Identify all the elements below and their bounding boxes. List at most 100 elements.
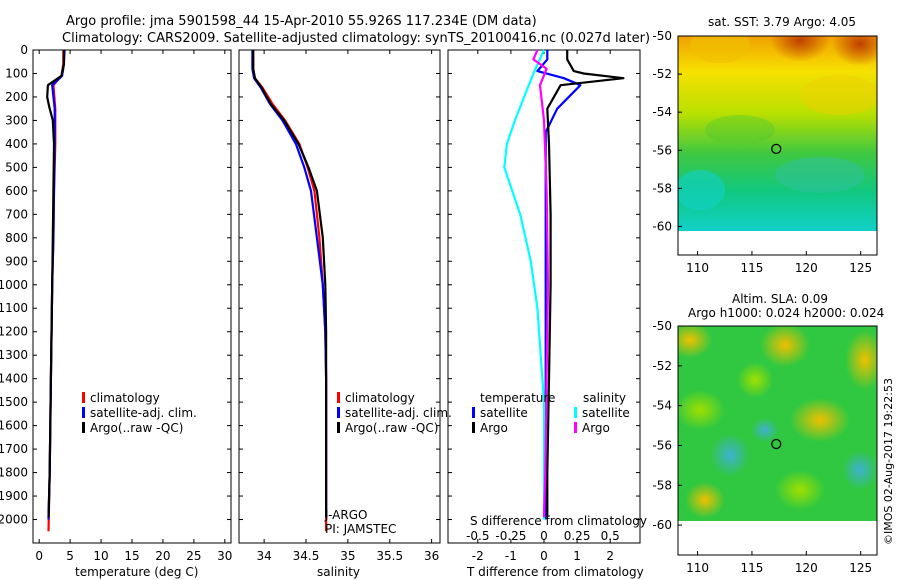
depth-tick-label: 400 [5, 137, 28, 151]
legend-argo-raw: Argo(..raw -QC) [90, 421, 184, 435]
sla-argo-location-marker [771, 438, 782, 450]
legend-argo-raw: Argo(..raw -QC) [345, 421, 439, 435]
depth-tick-label: 600 [5, 184, 28, 198]
sst-map-ytick-label: -50 [652, 29, 672, 43]
sst-map-ytick-label: -56 [652, 143, 672, 157]
sla-map-title-1: Altim. SLA: 0.09 [732, 292, 829, 306]
temperature-xtick-label: 20 [155, 549, 170, 563]
depth-tick-label: 300 [5, 113, 28, 127]
depth-tick-label: 500 [5, 160, 28, 174]
sla-map-xtick-label: 115 [740, 561, 763, 575]
sst-argo-location-marker [771, 143, 782, 155]
difference-axis-label: T difference from climatology [467, 565, 644, 579]
legend-s-satellite: satellite [582, 406, 630, 420]
temperature-xtick-label: 5 [66, 549, 74, 563]
temperature-xtick-label: 0 [35, 549, 43, 563]
legend-t-argo-swatch [472, 422, 475, 433]
sla-map-ytick-label: -50 [652, 319, 672, 333]
sla-map [678, 326, 877, 521]
legend-climatology: climatology [345, 391, 415, 405]
difference-xtick-label: 1 [573, 549, 581, 563]
salinity-xtick-label: 35 [340, 549, 355, 563]
sst-map-ytick-label: -54 [652, 105, 672, 119]
salinity-xtick-label: 34.5 [293, 549, 320, 563]
sst-map-xtick-label: 115 [740, 261, 763, 275]
sst-map-nodata [678, 231, 877, 255]
depth-tick-label: 1600 [0, 419, 28, 433]
difference-series-salinity-argo [532, 49, 550, 518]
sst-map-xtick-label: 125 [849, 261, 872, 275]
depth-tick-label: 1100 [0, 301, 28, 315]
sla-map-title-2: Argo h1000: 0.024 h2000: 0.024 [688, 306, 885, 320]
difference-top-axis-label: S difference from climatology [470, 514, 647, 528]
legend-climatology-swatch [82, 392, 85, 403]
legend-climatology-swatch [337, 392, 340, 403]
temperature-xtick-label: 25 [186, 549, 201, 563]
difference-series-salinity-satellite [503, 49, 546, 520]
depth-tick-label: 700 [5, 207, 28, 221]
sla-map-ytick-label: -52 [652, 359, 672, 373]
salinity-frame [238, 49, 441, 544]
difference-xtick-label: 2 [606, 549, 614, 563]
legend-satellite-adj: satellite-adj. clim. [345, 406, 452, 420]
sst-map [678, 36, 877, 231]
sst-map-frame [677, 35, 878, 256]
temperature-frame [32, 49, 232, 544]
sla-map-ytick-label: -56 [652, 438, 672, 452]
difference-xtick-label: -1 [505, 549, 517, 563]
title-line-1: Argo profile: jma 5901598_44 15-Apr-2010… [66, 14, 537, 29]
temperature-axis-label: temperature (deg C) [75, 565, 199, 579]
legend-climatology: climatology [90, 391, 160, 405]
depth-tick-label: 1000 [0, 278, 28, 292]
sst-map-title: sat. SST: 3.79 Argo: 4.05 [708, 15, 857, 29]
depth-tick-label: 0 [20, 43, 28, 57]
depth-tick-label: 1300 [0, 348, 28, 362]
sla-map-ytick-label: -60 [652, 518, 672, 532]
legend-argo-swatch [337, 422, 340, 433]
difference-top-tick-label: 0.5 [601, 529, 620, 543]
legend-t-satellite-swatch [472, 407, 475, 418]
depth-tick-label: 200 [5, 90, 28, 104]
temperature-series-argo [46, 50, 66, 518]
sst-map-ytick-label: -60 [652, 219, 672, 233]
temperature-xtick-label: 30 [217, 549, 232, 563]
legend-s-argo: Argo [582, 421, 610, 435]
difference-top-tick-label: -0.5 [466, 529, 489, 543]
program-label: J-ARGO [325, 508, 368, 522]
salinity-series-satellite-adj-clim- [251, 50, 328, 518]
difference-series-temperature-argo [546, 50, 625, 518]
legend-argo-swatch [82, 422, 85, 433]
sst-map-ytick-label: -58 [652, 181, 672, 195]
difference-xtick-label: -2 [472, 549, 484, 563]
salinity-xtick-label: 35.5 [376, 549, 403, 563]
depth-tick-label: 1700 [0, 442, 28, 456]
legend-s-satellite-swatch [574, 407, 577, 418]
temperature-xtick-label: 10 [93, 549, 108, 563]
depth-tick-label: 2000 [0, 513, 28, 527]
salinity-xtick-label: 34 [256, 549, 271, 563]
depth-tick-label: 800 [5, 231, 28, 245]
depth-tick-label: 1800 [0, 466, 28, 480]
title-line-2: Climatology: CARS2009. Satellite-adjuste… [62, 31, 651, 46]
difference-top-tick-label: 0 [540, 529, 548, 543]
sla-map-ytick-label: -58 [652, 478, 672, 492]
sst-map-xtick-label: 120 [795, 261, 818, 275]
sla-map-ytick-label: -54 [652, 399, 672, 413]
temperature-xtick-label: 15 [124, 549, 139, 563]
depth-tick-label: 1500 [0, 395, 28, 409]
legend-salinity-header: salinity [583, 391, 627, 405]
legend-t-satellite: satellite [480, 406, 528, 420]
timestamp-label: ©IMOS 02-Aug-2017 19:22:53 [882, 378, 895, 545]
sla-map-xtick-label: 110 [686, 561, 709, 575]
difference-top-tick-label: 0.25 [564, 529, 591, 543]
depth-tick-label: 1200 [0, 325, 28, 339]
temperature-legend: climatology satellite-adj. clim. Argo(..… [82, 391, 197, 436]
sla-map-xtick-label: 120 [795, 561, 818, 575]
depth-tick-label: 1400 [0, 372, 28, 386]
legend-satellite-swatch [337, 407, 340, 418]
legend-t-argo: Argo [480, 421, 508, 435]
sla-map-xtick-label: 125 [849, 561, 872, 575]
salinity-series-argo [252, 50, 328, 518]
sst-map-xtick-label: 110 [686, 261, 709, 275]
